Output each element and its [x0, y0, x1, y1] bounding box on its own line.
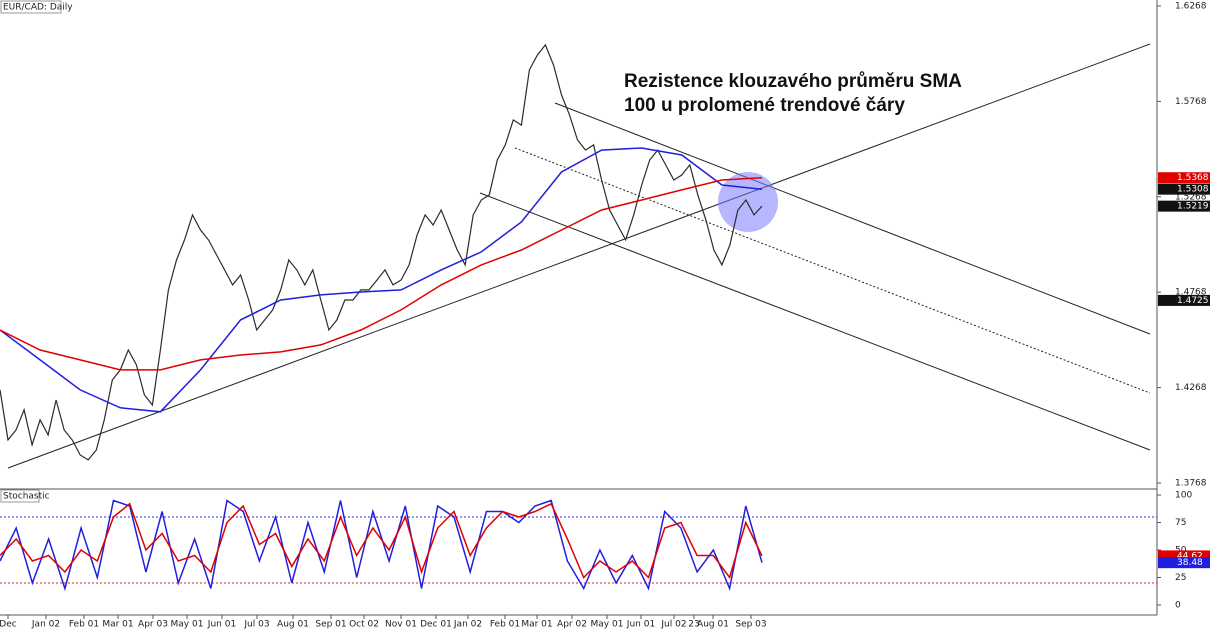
x-tick-label: Mar 01: [102, 620, 133, 630]
series-line: [0, 147, 763, 413]
x-tick-label: Oct 02: [349, 620, 379, 630]
channel-line: [554, 102, 1151, 335]
y-tick-label: 1.5268: [1175, 192, 1207, 202]
price-label: 1.5368: [1177, 173, 1209, 183]
x-tick-label: Aug 01: [277, 620, 309, 630]
price-label: 1.5308: [1177, 185, 1209, 195]
price-label-box: [1158, 172, 1210, 184]
x-tick-label: Nov 01: [385, 620, 417, 630]
price-label: 1.4725: [1177, 296, 1209, 306]
x-tick-label: Sep 01: [315, 620, 346, 630]
price-label-box: [1158, 294, 1210, 306]
x-tick-label: Feb 01: [490, 620, 520, 630]
channel-line: [479, 192, 1151, 451]
channel-mid-line: [514, 147, 1151, 394]
y-tick-label: 25: [1175, 573, 1186, 583]
x-tick-label: Aug 01: [697, 620, 729, 630]
y-tick-label: 1.4268: [1175, 383, 1207, 393]
x-tick-label: Dec: [0, 620, 17, 630]
y-tick-label: 1.5768: [1175, 97, 1207, 107]
price-label: 44.62: [1177, 551, 1203, 561]
x-tick-label: 23: [688, 620, 699, 630]
highlight-circle: [718, 172, 778, 232]
price-label-box: [1158, 550, 1210, 562]
x-tick-label: Feb 01: [69, 620, 99, 630]
y-tick-label: 100: [1175, 491, 1192, 501]
x-tick-label: Jul 02: [660, 620, 686, 630]
x-tick-label: May 01: [591, 620, 624, 630]
price-label: 38.48: [1177, 558, 1203, 568]
price-label-box: [1158, 557, 1210, 569]
x-tick-label: May 01: [171, 620, 204, 630]
x-tick-label: Sep 03: [735, 620, 766, 630]
x-tick-label: Jan 02: [31, 620, 60, 630]
price-label-box: [1158, 200, 1210, 212]
annotation: 100 u prolomené trendové čáry: [624, 95, 905, 116]
y-tick-label: 1.4768: [1175, 288, 1207, 298]
x-tick-label: Mar 01: [521, 620, 552, 630]
y-tick-label: 1.6268: [1175, 2, 1207, 12]
x-tick-label: Apr 02: [557, 620, 587, 630]
x-tick-label: Apr 03: [138, 620, 168, 630]
x-tick-label: Jul 03: [243, 620, 269, 630]
x-tick-label: Jun 01: [626, 620, 655, 630]
trend-line: [7, 43, 1151, 469]
x-tick-label: Jan 02: [453, 620, 482, 630]
series-line: [0, 502, 763, 580]
price-label-box: [1158, 183, 1210, 195]
y-tick-label: 0: [1175, 601, 1181, 611]
x-tick-label: Dec 01: [420, 620, 452, 630]
y-tick-label: 1.3768: [1175, 479, 1207, 489]
y-tick-label: 75: [1175, 518, 1186, 528]
x-tick-label: Jun 01: [207, 620, 236, 630]
title-box: [0, 0, 62, 14]
chart-title: EUR/CAD: Daily: [3, 3, 73, 13]
annotation: Rezistence klouzavého průměru SMA: [624, 71, 962, 92]
pane-title: Stochastic: [3, 492, 50, 502]
series-line: [0, 176, 763, 371]
title-box: [0, 489, 40, 503]
series-line: [0, 43, 763, 461]
price-label: 1.5219: [1177, 202, 1209, 212]
